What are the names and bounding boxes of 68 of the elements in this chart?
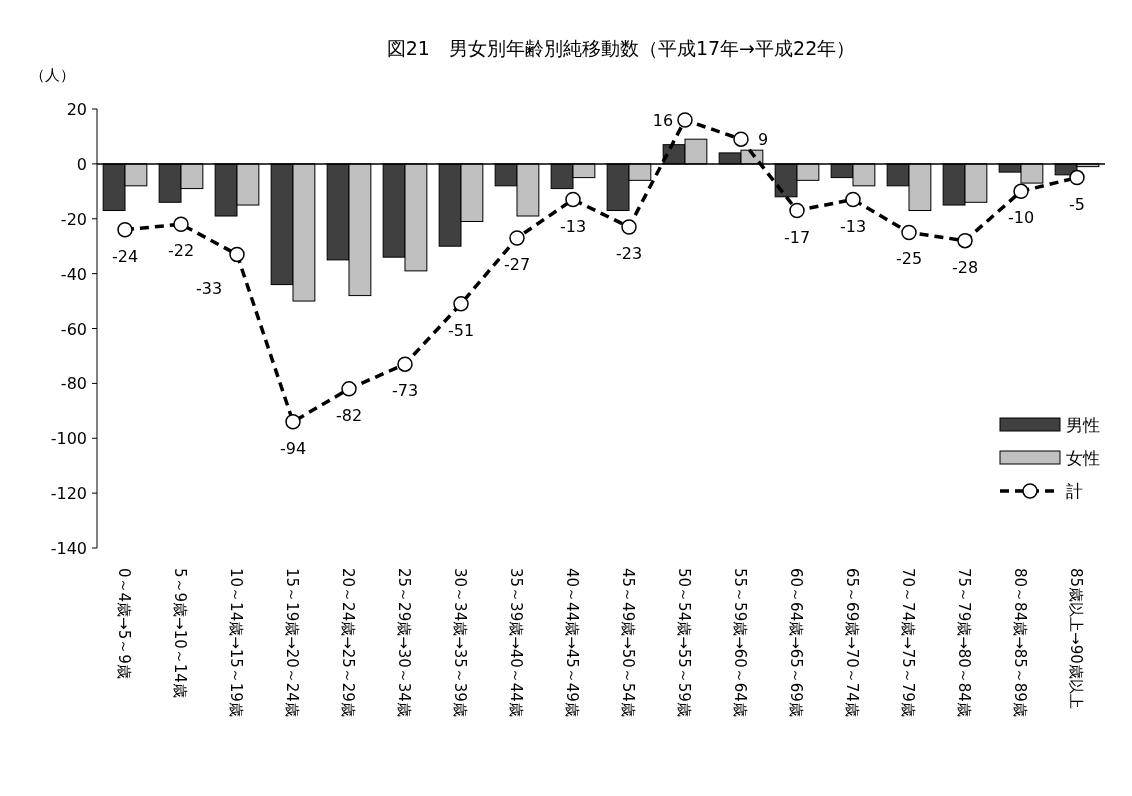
point — [1013, 183, 1029, 200]
x-tick-label: 60～64歳→65～69歳 — [787, 568, 805, 717]
data-label: -51 — [447, 320, 475, 340]
data-label: -22 — [167, 241, 195, 261]
point — [453, 296, 469, 312]
y-tick-label: -100 — [50, 429, 87, 449]
point — [789, 202, 805, 219]
x-tick-label: 25～29歳→30～34歳 — [395, 568, 413, 717]
data-label: -13 — [559, 216, 587, 236]
y-tick-label: -20 — [60, 209, 87, 229]
y-tick-label: -60 — [60, 319, 87, 339]
x-tick-label: 50～54歳→55～59歳 — [675, 568, 693, 717]
point — [565, 191, 581, 208]
data-label: -94 — [279, 438, 307, 458]
legend-label: 計 — [1066, 481, 1083, 501]
x-tick-label: 80～84歳→85～89歳 — [1011, 568, 1029, 717]
point — [397, 356, 413, 372]
data-label: -10 — [1007, 208, 1035, 228]
x-tick-label: 35～39歳→40～44歳 — [507, 568, 525, 717]
data-label: -27 — [503, 254, 531, 274]
y-tick-label: -120 — [50, 484, 87, 504]
x-tick-label: 0～4歳→5～9歳 — [115, 568, 133, 679]
data-label: -17 — [783, 227, 811, 247]
point — [901, 224, 917, 241]
data-label: -82 — [335, 405, 363, 425]
legend-label: 男性 — [1066, 415, 1100, 435]
x-tick-label: 15～19歳→20～24歳 — [283, 568, 301, 717]
y-tick-label: -80 — [60, 374, 87, 394]
data-label: 9 — [757, 130, 769, 150]
point — [845, 191, 861, 208]
y-tick-label: -140 — [50, 539, 87, 558]
point — [733, 131, 749, 147]
x-tick-label: 55～59歳→60～64歳 — [731, 568, 749, 717]
point — [1069, 169, 1085, 186]
x-tick-label: 30～34歳→35～39歳 — [451, 568, 469, 717]
y-tick-label: 0 — [76, 154, 87, 174]
x-tick-label: 45～49歳→50～54歳 — [619, 568, 637, 717]
x-tick-label: 20～24歳→25～29歳 — [339, 568, 357, 717]
x-tick-label: 65～69歳→70～74歳 — [843, 568, 861, 717]
point — [341, 381, 357, 397]
data-label: -25 — [895, 249, 923, 269]
point — [509, 230, 525, 246]
x-tick-label: 40～44歳→45～49歳 — [563, 568, 581, 717]
data-label: -5 — [1069, 194, 1085, 214]
y-tick-label: 20 — [66, 100, 87, 119]
data-label: -33 — [195, 279, 223, 299]
point — [677, 112, 693, 128]
data-label: -28 — [951, 257, 979, 277]
x-tick-label: 10～14歳→15～19歳 — [227, 568, 245, 717]
point — [621, 219, 637, 235]
legend-label: 女性 — [1066, 448, 1100, 468]
point — [229, 246, 245, 263]
y-tick-label: -40 — [60, 264, 87, 284]
chart-title: 図21 男女別年齢別純移動数（平成17年→平成22年） — [386, 37, 856, 59]
x-tick-label: 85歳以上→90歳以上 — [1067, 568, 1085, 709]
data-label: 16 — [652, 110, 674, 130]
data-label: -24 — [111, 246, 139, 266]
data-label: -13 — [839, 216, 867, 236]
point — [173, 216, 189, 232]
point — [285, 414, 301, 430]
point — [117, 221, 133, 238]
x-tick-label: 5～9歳→10～14歳 — [171, 568, 189, 698]
point — [957, 232, 973, 249]
x-tick-label: 70～74歳→75～79歳 — [899, 568, 917, 717]
data-label: -23 — [615, 243, 643, 263]
x-tick-label: 75～79歳→80～84歳 — [955, 568, 973, 717]
data-label: -73 — [391, 381, 419, 401]
y-axis-title: （人） — [29, 66, 75, 84]
